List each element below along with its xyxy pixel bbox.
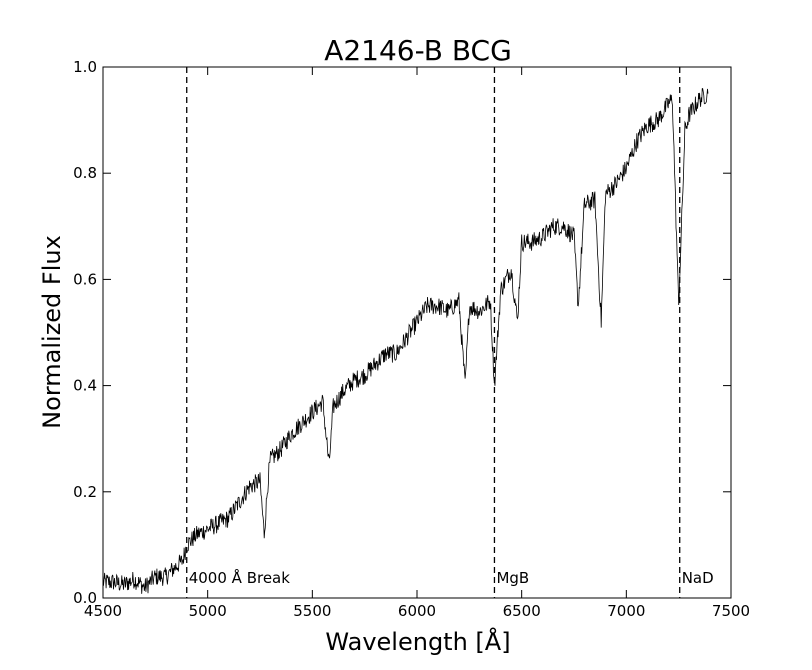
annotation-label-0: 4000 Å Break (189, 568, 291, 587)
y-tick-label-5: 1.0 (73, 58, 97, 76)
y-tick-label-2: 0.4 (73, 377, 97, 395)
y-axis-ticks: 0.0 0.2 0.4 0.6 0.8 1.0 (73, 58, 731, 607)
y-tick-label-3: 0.6 (73, 270, 97, 288)
x-tick-label-6: 7500 (712, 602, 750, 620)
x-tick-label-4: 6500 (503, 602, 541, 620)
x-tick-label-0: 4500 (84, 602, 122, 620)
annotation-labels: 4000 Å Break MgB NaD (189, 568, 714, 587)
y-tick-label-4: 0.8 (73, 164, 97, 182)
y-tick-label-0: 0.0 (73, 589, 97, 607)
x-tick-label-2: 5500 (293, 602, 331, 620)
x-tick-label-5: 7000 (607, 602, 645, 620)
x-tick-label-3: 6000 (398, 602, 436, 620)
annotation-lines (186, 67, 681, 598)
y-tick-label-1: 0.2 (73, 483, 97, 501)
x-axis-ticks: 4500 5000 5500 6000 6500 7000 7500 (84, 67, 750, 620)
x-tick-label-1: 5000 (189, 602, 227, 620)
series-layer (102, 87, 709, 594)
x-axis-label: Wavelength [Å] (325, 627, 510, 656)
annotation-label-2: NaD (682, 569, 714, 587)
annotation-label-1: MgB (496, 569, 529, 587)
chart-title: A2146-B BCG (324, 34, 512, 67)
series-line-0 (102, 87, 709, 594)
y-axis-label: Normalized Flux (38, 235, 66, 429)
